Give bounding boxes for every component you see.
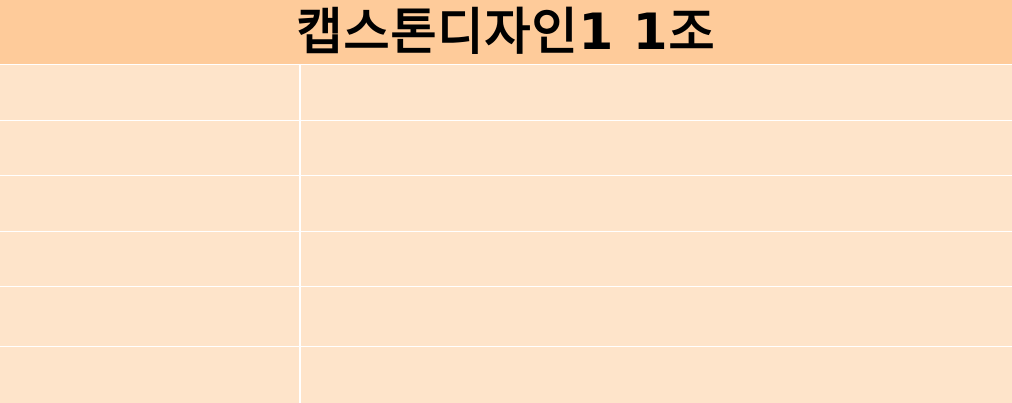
table-row <box>0 287 1012 347</box>
page-title: 캡스톤디자인1 1조 <box>296 3 716 61</box>
table-cell-left <box>0 176 301 231</box>
table-cell-left <box>0 287 301 346</box>
table-row <box>0 347 1012 403</box>
table-row <box>0 121 1012 176</box>
table-cell-right <box>301 287 1012 346</box>
table-row <box>0 232 1012 287</box>
table-cell-left <box>0 65 301 120</box>
table-row <box>0 176 1012 232</box>
table-cell-left <box>0 121 301 175</box>
table-cell-right <box>301 121 1012 175</box>
table-cell-left <box>0 347 301 403</box>
table-cell-right <box>301 347 1012 403</box>
table-cell-right <box>301 176 1012 231</box>
table-cell-left <box>0 232 301 286</box>
table-cell-right <box>301 232 1012 286</box>
table-header: 캡스톤디자인1 1조 <box>0 0 1012 65</box>
table-row <box>0 65 1012 121</box>
table-cell-right <box>301 65 1012 120</box>
